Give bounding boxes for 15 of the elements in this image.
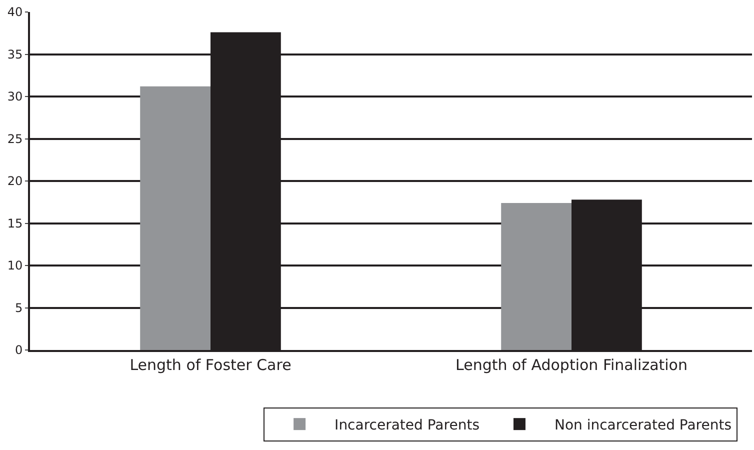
y-tick-label: 5 xyxy=(14,300,23,315)
legend-label: Incarcerated Parents xyxy=(334,418,480,434)
legend-label: Non incarcerated Parents xyxy=(554,418,732,434)
x-tick-label: Length of Foster Care xyxy=(130,356,292,374)
y-tick-label: 25 xyxy=(7,132,23,146)
y-tick-label: 40 xyxy=(7,5,23,20)
bar xyxy=(501,202,572,350)
y-tick-label: 10 xyxy=(7,258,23,273)
y-tick-label: 30 xyxy=(7,90,23,104)
y-tick-label: 0 xyxy=(14,343,23,358)
y-tick-label: 35 xyxy=(7,47,23,62)
x-tick-label: Length of Adoption Finalization xyxy=(456,356,688,374)
y-tick-label: 20 xyxy=(7,174,23,188)
y-tick-label: 15 xyxy=(7,216,23,230)
bar xyxy=(140,86,210,350)
